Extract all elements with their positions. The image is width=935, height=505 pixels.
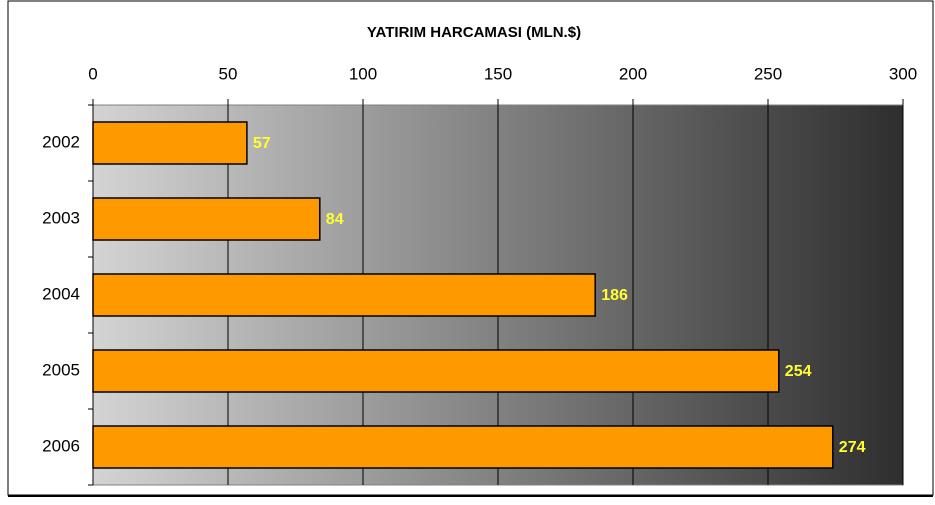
bar [92, 121, 248, 165]
data-label: 186 [601, 287, 628, 304]
x-tick-label: 200 [619, 64, 647, 83]
bar [92, 273, 596, 317]
data-label: 57 [253, 135, 271, 152]
y-tick-label: 2004 [42, 284, 80, 303]
bar [92, 349, 780, 393]
x-tick-label: 300 [889, 64, 917, 83]
y-tick-label: 2002 [42, 132, 80, 151]
x-tick-label: 100 [349, 64, 377, 83]
x-tick-label: 0 [88, 64, 97, 83]
data-label: 274 [839, 439, 866, 456]
x-tick-label: 50 [219, 64, 238, 83]
data-label: 254 [785, 363, 812, 380]
y-tick-label: 2005 [42, 360, 80, 379]
bar [92, 197, 321, 241]
y-tick-label: 2006 [42, 436, 80, 455]
x-tick-label: 150 [484, 64, 512, 83]
data-label: 84 [326, 211, 344, 228]
bar [92, 425, 834, 469]
y-tick-label: 2003 [42, 208, 80, 227]
chart-title: YATIRIM HARCAMASI (MLN.$) [367, 24, 581, 41]
x-tick-label: 250 [754, 64, 782, 83]
